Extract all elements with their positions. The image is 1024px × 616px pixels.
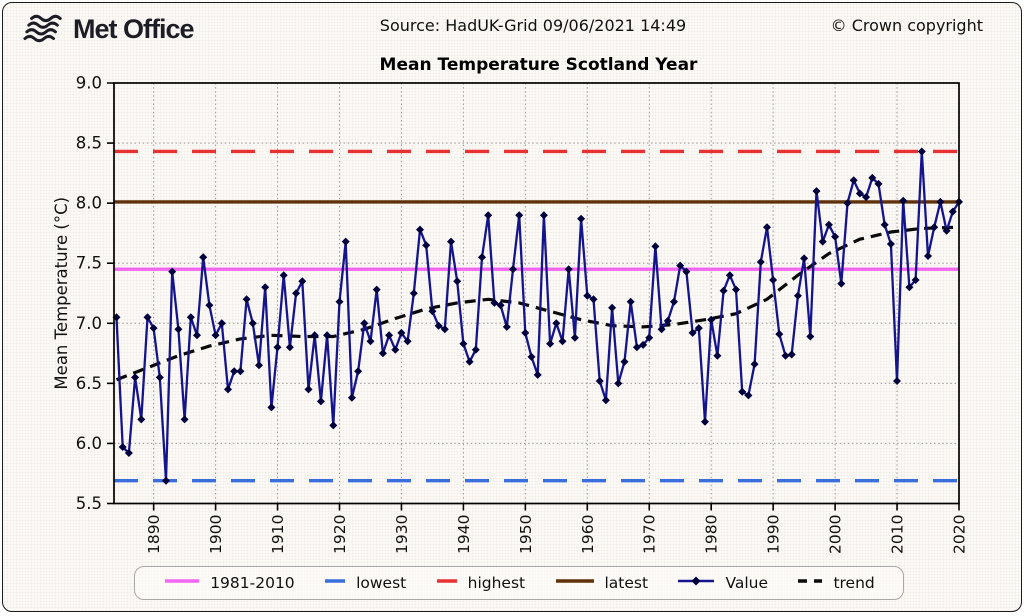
plot-area: 1890 1900 1910 1920 1930 1940 1950 1960 1970 1980… xyxy=(52,74,969,554)
logo-text: Met Office xyxy=(73,13,195,44)
svg-text:1970: 1970 xyxy=(641,515,659,554)
value-markers xyxy=(112,147,963,485)
met-office-waves-icon xyxy=(23,14,62,43)
svg-text:2000: 2000 xyxy=(827,515,845,554)
svg-text:1920: 1920 xyxy=(331,515,349,554)
legend-label: Value xyxy=(725,574,769,592)
legend-item-highest: highest xyxy=(435,573,525,593)
legend-swatch-value xyxy=(676,573,716,593)
copyright-text: © Crown copyright xyxy=(830,16,983,35)
legend-swatch-latest xyxy=(554,573,596,593)
legend-label: latest xyxy=(604,574,649,592)
svg-text:8.5: 8.5 xyxy=(76,134,102,153)
svg-text:6.0: 6.0 xyxy=(76,434,102,453)
chart-title: Mean Temperature Scotland Year xyxy=(379,55,698,75)
svg-text:1900: 1900 xyxy=(207,515,225,554)
svg-text:6.5: 6.5 xyxy=(76,374,102,393)
legend-label: 1981-2010 xyxy=(210,574,295,592)
svg-text:1980: 1980 xyxy=(703,515,721,554)
svg-text:1950: 1950 xyxy=(517,515,535,554)
y-axis-label: Mean Temperature (°C) xyxy=(52,197,71,390)
svg-text:2010: 2010 xyxy=(889,515,907,554)
legend-swatch-trend xyxy=(796,573,824,593)
legend-swatch-highest xyxy=(435,573,459,593)
legend-item-value: Value xyxy=(676,573,768,593)
svg-text:1890: 1890 xyxy=(145,515,163,554)
svg-text:8.0: 8.0 xyxy=(76,194,102,213)
svg-text:1990: 1990 xyxy=(765,515,783,554)
svg-text:2020: 2020 xyxy=(951,515,969,554)
svg-text:1930: 1930 xyxy=(393,515,411,554)
legend-label: trend xyxy=(833,574,875,592)
legend-swatch-1981-2010 xyxy=(163,573,201,593)
legend: 1981-2010 lowest highest latest Value tr… xyxy=(134,566,904,600)
legend-item-lowest: lowest xyxy=(323,573,406,593)
legend-item-latest: latest xyxy=(554,573,649,593)
svg-text:1960: 1960 xyxy=(579,515,597,554)
source-text: Source: HadUK-Grid 09/06/2021 14:49 xyxy=(379,16,687,35)
legend-item-trend: trend xyxy=(796,573,875,593)
svg-text:1940: 1940 xyxy=(455,515,473,554)
svg-text:5.5: 5.5 xyxy=(76,494,102,513)
met-office-logo: Met Office xyxy=(23,11,195,47)
svg-text:7.0: 7.0 xyxy=(76,314,102,333)
legend-label: highest xyxy=(467,574,526,592)
legend-label: lowest xyxy=(356,574,407,592)
svg-text:7.5: 7.5 xyxy=(76,254,102,273)
svg-text:1910: 1910 xyxy=(269,515,287,554)
legend-swatch-lowest xyxy=(323,573,347,593)
svg-text:9.0: 9.0 xyxy=(76,74,102,93)
legend-item-1981-2010: 1981-2010 xyxy=(163,573,295,593)
